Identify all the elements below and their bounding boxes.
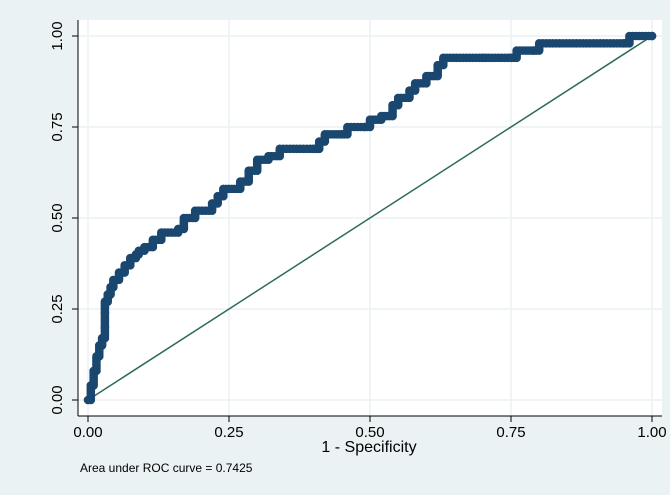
- roc-curve-markers: [83, 31, 657, 405]
- grid-lines: [78, 20, 662, 416]
- reference-diagonal-line: [87, 35, 653, 401]
- roc-point: [647, 31, 657, 41]
- x-tick-label: 0.25: [214, 424, 243, 441]
- x-tick-label: 0.75: [496, 424, 525, 441]
- x-tick-label: 0.00: [73, 424, 102, 441]
- x-tick-label: 0.50: [355, 424, 384, 441]
- x-axis-label: 1 - Specificity: [321, 439, 416, 456]
- y-tick-label: 0.50: [49, 203, 66, 232]
- y-tick-label: 1.00: [49, 21, 66, 50]
- roc-curve: [83, 31, 657, 405]
- axes: 0.00 0.00 0.25 0.25 0.50 0.50 0.75 0.75 1.00 1.00: [49, 20, 667, 441]
- y-tick-label: 0.00: [49, 385, 66, 414]
- y-tick-label: 0.25: [49, 294, 66, 323]
- y-tick-label: 0.75: [49, 112, 66, 141]
- x-tick-label: 1.00: [637, 424, 666, 441]
- auc-note: Area under ROC curve = 0.7425: [80, 461, 253, 475]
